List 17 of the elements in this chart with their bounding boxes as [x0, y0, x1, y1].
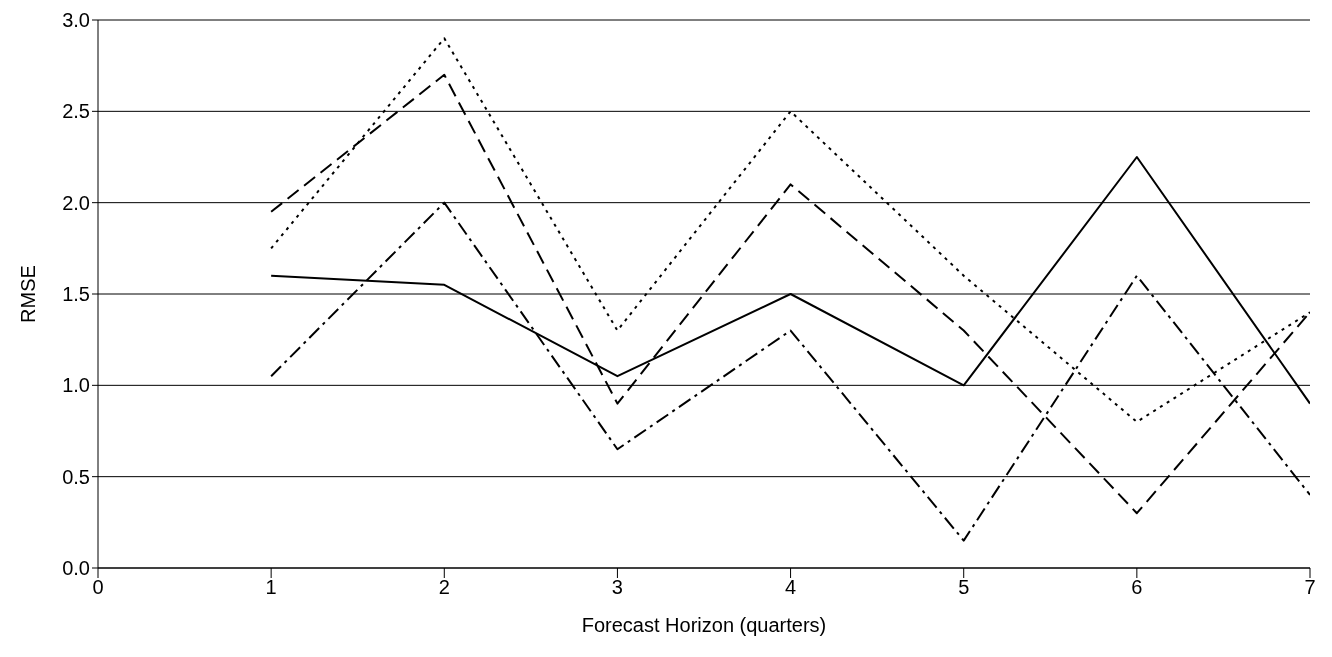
- x-tick-label: 2: [438, 576, 450, 599]
- x-tick-label: 3: [611, 576, 623, 599]
- x-tick-label: 7: [1304, 576, 1316, 599]
- y-tick-label: 2.0: [62, 191, 90, 214]
- x-tick-label: 1: [265, 576, 277, 599]
- y-tick-label: 2.5: [62, 100, 90, 123]
- y-tick-label: 3.0: [62, 9, 90, 32]
- y-tick-label: 1.0: [62, 374, 90, 397]
- x-tick-label: 5: [958, 576, 970, 599]
- x-tick-label: 4: [785, 576, 797, 599]
- y-axis-title: RMSE: [17, 265, 40, 323]
- x-tick-label: 6: [1131, 576, 1143, 599]
- x-tick-label: 0: [92, 576, 104, 599]
- x-axis-title: Forecast Horizon (quarters): [581, 614, 827, 636]
- y-tick-label: 1.5: [62, 283, 90, 306]
- y-tick-label: 0.0: [62, 557, 90, 580]
- y-tick-label: 0.5: [62, 465, 90, 488]
